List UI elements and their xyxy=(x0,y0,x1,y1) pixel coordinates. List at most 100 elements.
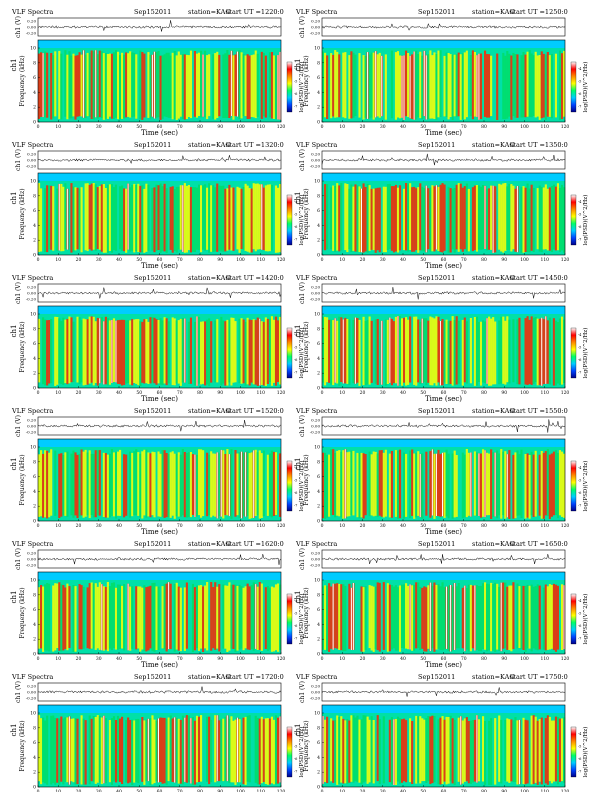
spectrogram-column xyxy=(366,319,369,385)
spectrogram-peak xyxy=(397,316,399,386)
time-tick-label: 60 xyxy=(441,257,447,263)
panel-date: Sep152011 xyxy=(418,407,455,415)
amplitude-tick-label: 0.20 xyxy=(27,285,36,290)
panel-station: station=KAG xyxy=(188,141,231,149)
spectrogram-column xyxy=(388,453,391,518)
spectrogram-column xyxy=(248,453,251,519)
spectrogram-upper-band xyxy=(322,705,565,713)
spectrogram-column xyxy=(502,316,505,384)
spectrogram-column xyxy=(139,50,142,120)
spectrogram-column xyxy=(131,586,134,649)
spectrogram-column xyxy=(332,185,335,251)
spectrogram-column xyxy=(364,187,367,252)
spectrogram-upper-band xyxy=(38,705,281,713)
spectrogram-column xyxy=(532,454,535,517)
spectrogram-column xyxy=(262,719,265,782)
spectrogram-column xyxy=(52,585,55,652)
spectrogram-column xyxy=(155,184,158,251)
spectrogram-column xyxy=(370,716,373,783)
spectrogram-column xyxy=(129,720,132,783)
spectrogram-column xyxy=(356,715,359,783)
colorbar-tick-label: -6 xyxy=(578,757,581,761)
spectrogram-column xyxy=(195,53,199,118)
spectrogram-column xyxy=(181,449,184,516)
spectrogram-column xyxy=(96,586,99,649)
spectrogram-column xyxy=(98,715,101,783)
spectrogram-column xyxy=(431,185,434,252)
spectrogram-column xyxy=(532,55,535,116)
frequency-tick-label: 2 xyxy=(317,504,320,510)
spectrogram-column xyxy=(125,720,128,783)
colorbar-tick-label: -4 xyxy=(294,466,298,470)
frequency-tick-label: 6 xyxy=(317,341,320,347)
spectrogram-column xyxy=(121,585,124,649)
spectrogram-column xyxy=(88,450,91,519)
spectrogram-column xyxy=(266,318,269,384)
spectrogram-peak xyxy=(151,54,153,117)
spectrogram-column xyxy=(488,188,491,250)
spectrogram-column xyxy=(206,55,209,120)
spectrogram-column xyxy=(532,187,535,252)
amplitude-tick-label: 0.00 xyxy=(311,690,320,695)
spectrogram-column xyxy=(441,319,444,386)
spectrogram-peak xyxy=(484,185,486,249)
spectrogram-column xyxy=(475,452,479,516)
time-tick-label: 0 xyxy=(321,124,324,130)
spectrogram-column xyxy=(68,51,71,119)
spectrogram-peak xyxy=(478,53,480,120)
spectrogram-upper-band xyxy=(322,572,565,580)
spectrogram-column xyxy=(86,183,89,252)
spectrogram-column xyxy=(465,183,468,252)
amplitude-axis-label: ch1 (V) xyxy=(15,149,22,171)
spectrogram-column xyxy=(417,54,420,118)
spectrogram-column xyxy=(274,715,278,785)
colorbar xyxy=(570,61,577,113)
time-tick-label: 70 xyxy=(177,656,183,662)
spectrogram-column xyxy=(76,187,79,250)
time-tick-label: 60 xyxy=(157,124,163,130)
spectrogram-column xyxy=(185,453,188,518)
spectrogram-column xyxy=(443,719,446,782)
time-tick-label: 90 xyxy=(501,656,507,662)
frequency-tick-label: 10 xyxy=(30,312,36,318)
spectrogram-column xyxy=(469,720,472,784)
spectrogram-column xyxy=(330,319,333,385)
spectrogram-column xyxy=(64,717,67,782)
spectrogram-column xyxy=(238,50,241,120)
spectrogram-peak xyxy=(228,454,230,517)
spectrogram-column xyxy=(216,586,219,649)
spectrogram-column xyxy=(163,317,166,384)
spectrogram-column xyxy=(429,187,432,252)
spectrogram-peak xyxy=(216,452,218,519)
amplitude-tick-label: -0.20 xyxy=(310,31,321,36)
spectrogram-column xyxy=(508,319,511,384)
spectrogram-peak xyxy=(194,454,196,517)
spectrogram-column xyxy=(70,453,73,516)
spectrogram-column xyxy=(232,55,235,120)
colorbar-tick-label: -4 xyxy=(578,732,582,736)
spectrogram-upper-band xyxy=(38,40,281,48)
frequency-tick-label: 0 xyxy=(33,386,36,392)
spectrogram-column xyxy=(108,453,112,518)
frequency-tick-label: 2 xyxy=(33,770,36,776)
time-tick-label: 0 xyxy=(321,523,324,529)
amplitude-tick-label: 0.00 xyxy=(311,25,320,30)
spectrogram-column xyxy=(258,450,261,519)
colorbar-tick-label: -6 xyxy=(294,225,297,229)
panel-title: VLF Spectra xyxy=(295,673,337,681)
time-tick-label: 120 xyxy=(277,656,286,662)
spectrogram-column xyxy=(465,717,468,782)
time-tick-label: 100 xyxy=(520,523,529,529)
spectrogram-column xyxy=(52,186,55,251)
frequency-tick-label: 2 xyxy=(317,371,320,377)
time-tick-label: 80 xyxy=(481,523,487,529)
spectrogram-column xyxy=(258,184,261,250)
spectrogram-column xyxy=(427,716,430,782)
amplitude-tick-label: 0.00 xyxy=(311,424,320,429)
spectrogram-column xyxy=(226,50,229,118)
spectrogram-column xyxy=(560,584,564,650)
time-tick-label: 80 xyxy=(481,257,487,263)
spectrogram-column xyxy=(336,715,339,785)
spectrogram-column xyxy=(171,52,174,120)
